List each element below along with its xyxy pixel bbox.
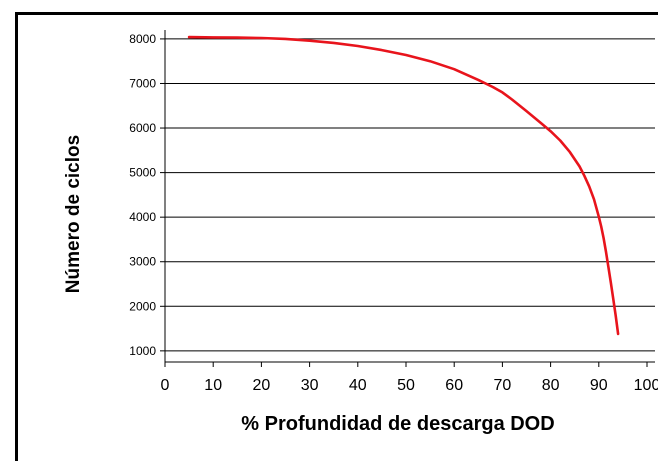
y-tick-label: 6000 (129, 121, 156, 135)
x-tick-label: 40 (349, 377, 367, 394)
y-tick-label: 1000 (129, 344, 156, 358)
x-tick-label: 70 (494, 377, 512, 394)
x-tick-label: 60 (445, 377, 463, 394)
x-tick-label: 30 (301, 377, 319, 394)
x-tick-label: 80 (542, 377, 560, 394)
x-tick-label: 50 (397, 377, 415, 394)
y-tick-label: 5000 (129, 166, 156, 180)
x-tick-label: 0 (161, 377, 170, 394)
y-tick-label: 8000 (129, 32, 156, 46)
y-tick-label: 4000 (129, 210, 156, 224)
x-tick-label: 20 (253, 377, 271, 394)
y-tick-label: 2000 (129, 299, 156, 313)
chart-frame (17, 14, 658, 462)
y-tick-label: 7000 (129, 76, 156, 90)
x-tick-label: 100 (634, 377, 658, 394)
y-tick-label: 3000 (129, 255, 156, 269)
x-tick-label: 90 (590, 377, 608, 394)
x-tick-label: 10 (204, 377, 222, 394)
x-axis-label: % Profundidad de descarga DOD (241, 413, 554, 435)
y-axis-label: Número de ciclos (63, 135, 84, 293)
